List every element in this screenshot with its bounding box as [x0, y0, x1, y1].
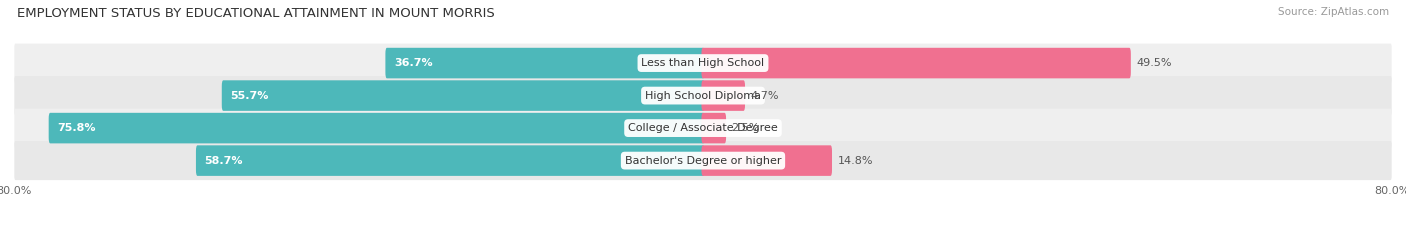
FancyBboxPatch shape	[14, 44, 1392, 82]
Text: College / Associate Degree: College / Associate Degree	[628, 123, 778, 133]
FancyBboxPatch shape	[14, 141, 1392, 180]
Text: 49.5%: 49.5%	[1136, 58, 1171, 68]
Text: Less than High School: Less than High School	[641, 58, 765, 68]
FancyBboxPatch shape	[222, 80, 704, 111]
Text: 75.8%: 75.8%	[58, 123, 96, 133]
Text: EMPLOYMENT STATUS BY EDUCATIONAL ATTAINMENT IN MOUNT MORRIS: EMPLOYMENT STATUS BY EDUCATIONAL ATTAINM…	[17, 7, 495, 20]
FancyBboxPatch shape	[702, 80, 745, 111]
Text: Bachelor's Degree or higher: Bachelor's Degree or higher	[624, 156, 782, 166]
FancyBboxPatch shape	[702, 113, 725, 143]
FancyBboxPatch shape	[385, 48, 704, 78]
Text: Source: ZipAtlas.com: Source: ZipAtlas.com	[1278, 7, 1389, 17]
Legend: In Labor Force, Unemployed: In Labor Force, Unemployed	[602, 230, 804, 233]
FancyBboxPatch shape	[702, 48, 1130, 78]
FancyBboxPatch shape	[702, 145, 832, 176]
Text: 36.7%: 36.7%	[394, 58, 433, 68]
Text: High School Diploma: High School Diploma	[645, 91, 761, 101]
FancyBboxPatch shape	[49, 113, 704, 143]
FancyBboxPatch shape	[195, 145, 704, 176]
Text: 4.7%: 4.7%	[751, 91, 779, 101]
Text: 2.5%: 2.5%	[731, 123, 759, 133]
Text: 58.7%: 58.7%	[204, 156, 243, 166]
FancyBboxPatch shape	[14, 76, 1392, 115]
Text: 14.8%: 14.8%	[838, 156, 873, 166]
Text: 55.7%: 55.7%	[231, 91, 269, 101]
FancyBboxPatch shape	[14, 109, 1392, 147]
